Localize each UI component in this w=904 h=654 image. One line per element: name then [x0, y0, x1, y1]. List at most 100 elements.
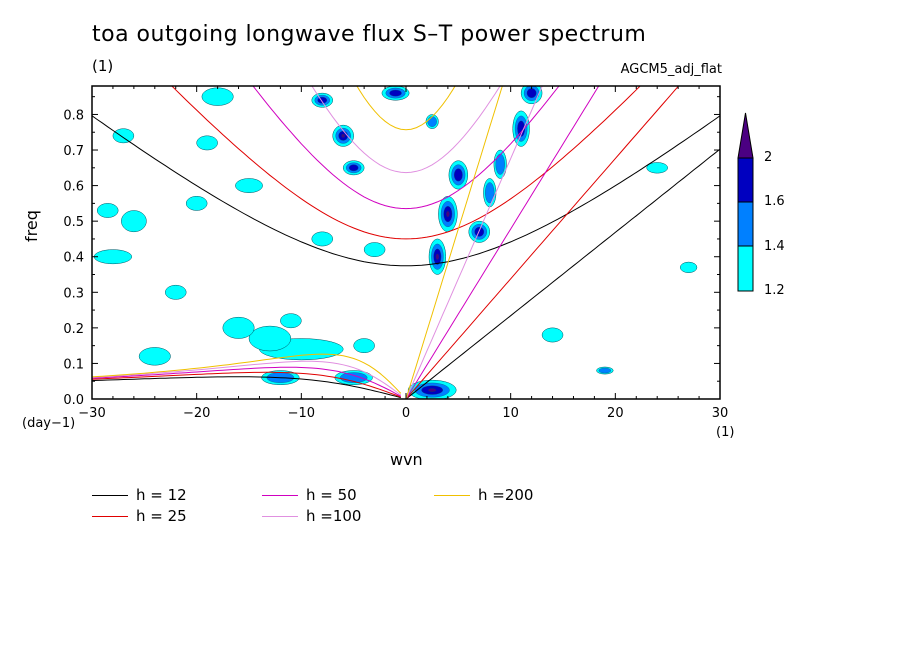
y-tick-label: 0.1 [63, 357, 84, 372]
power-blob [483, 178, 497, 208]
colorbar-arrow [737, 112, 754, 159]
power-blob [438, 196, 458, 233]
inertia-gravity-curve [92, 115, 720, 267]
contour-level-1 [165, 284, 187, 300]
power-blob [381, 86, 410, 101]
power-blob [332, 124, 354, 147]
power-blob [342, 160, 365, 176]
rossby-curve [92, 376, 401, 399]
power-blob [235, 178, 263, 193]
contour-level-1 [138, 347, 171, 366]
kelvin-curve [405, 86, 600, 399]
rossby-curve [92, 353, 402, 394]
contour-level-1 [222, 316, 255, 339]
contour-level-4 [435, 253, 440, 260]
y-tick-label: 0.8 [63, 108, 84, 123]
power-blob [222, 316, 255, 339]
colorbar [737, 112, 754, 292]
power-blob [280, 313, 302, 329]
power-contours [93, 86, 698, 399]
rossby-curve [92, 371, 401, 398]
power-blob [165, 284, 187, 300]
y-axis-unit: (day−1) [22, 416, 76, 431]
chart-subtitle: (1) [92, 57, 114, 75]
contour-level-1 [363, 242, 386, 257]
colorbar-label: 1.2 [764, 283, 785, 298]
contour-level-1 [353, 338, 375, 354]
power-blob [679, 261, 698, 273]
contour-level-2 [427, 116, 437, 127]
legend-label: h = 50 [306, 486, 357, 504]
power-blob [363, 242, 386, 257]
contour-level-4 [341, 133, 346, 138]
contour-level-1 [96, 203, 119, 218]
power-blob [448, 160, 469, 190]
inertia-gravity-curve [252, 86, 560, 210]
legend-item-h200: h =200 [434, 486, 533, 506]
chart-title: toa outgoing longwave flux S–T power spe… [92, 22, 647, 47]
legend-item-h50: h = 50 [262, 486, 357, 506]
legend-label: h =100 [306, 507, 362, 525]
contour-level-1 [679, 261, 698, 273]
x-tick-label: 20 [607, 406, 624, 421]
y-axis-label: freq [22, 210, 41, 242]
contour-level-1 [280, 313, 302, 329]
power-blob [185, 196, 208, 211]
contour-level-1 [201, 87, 234, 106]
power-blob [311, 92, 333, 108]
power-blob [93, 249, 133, 265]
power-blob [596, 366, 614, 375]
inertia-gravity-curve [356, 86, 456, 131]
contour-level-1 [112, 128, 135, 144]
contour-level-3 [389, 89, 402, 97]
y-tick-label: 0.7 [63, 144, 84, 159]
contour-level-3 [348, 164, 359, 172]
kelvin-curve [405, 86, 543, 399]
power-blob [353, 338, 375, 354]
contour-level-4 [428, 388, 437, 392]
contour-level-1 [541, 327, 564, 343]
contour-level-2 [485, 182, 495, 204]
power-blob [201, 87, 234, 106]
power-blob [428, 238, 447, 275]
contour-level-3 [454, 168, 463, 182]
power-blob [425, 114, 439, 129]
legend-item-h12: h = 12 [92, 486, 187, 506]
power-blob [493, 149, 507, 179]
axes: −30 −20 −10 0 10 20 30 0.0 0.1 0.2 0.3 0.4 0.5 0.6 0.7… [63, 86, 728, 421]
colorbar-label: 1.6 [764, 194, 785, 209]
power-blob [112, 128, 135, 144]
x-tick-label: −20 [183, 406, 210, 421]
y-tick-label: 0.5 [63, 215, 84, 230]
kelvin-curve [405, 148, 720, 399]
x-tick-label: 10 [502, 406, 519, 421]
power-blob [196, 135, 218, 151]
legend-item-h100: h =100 [262, 507, 361, 527]
colorbar-segment [737, 157, 754, 203]
contour-level-1 [311, 231, 333, 247]
contour-level-1 [248, 325, 292, 352]
contour-level-3 [526, 88, 537, 98]
y-tick-label: 0.6 [63, 180, 84, 195]
legend-label: h = 12 [136, 486, 187, 504]
colorbar-label: 2 [764, 150, 773, 165]
x-tick-label: −10 [288, 406, 315, 421]
model-label: AGCM5_adj_flat [620, 62, 722, 77]
colorbar-label: 1.4 [764, 239, 785, 254]
contour-level-2 [598, 367, 612, 374]
power-blob [121, 210, 147, 233]
kelvin-curve [405, 86, 680, 399]
power-blob [407, 379, 457, 399]
legend-label: h = 25 [136, 507, 187, 525]
contour-level-1 [121, 210, 147, 233]
contour-level-2 [495, 153, 505, 175]
power-blob [512, 110, 530, 147]
contour-level-1 [196, 135, 218, 151]
rossby-curve [92, 366, 402, 397]
legend-label: h =200 [478, 486, 534, 504]
colorbar-segment [737, 201, 754, 247]
power-blob [96, 203, 119, 218]
power-blob [541, 327, 564, 343]
inertia-gravity-curve [311, 86, 501, 174]
